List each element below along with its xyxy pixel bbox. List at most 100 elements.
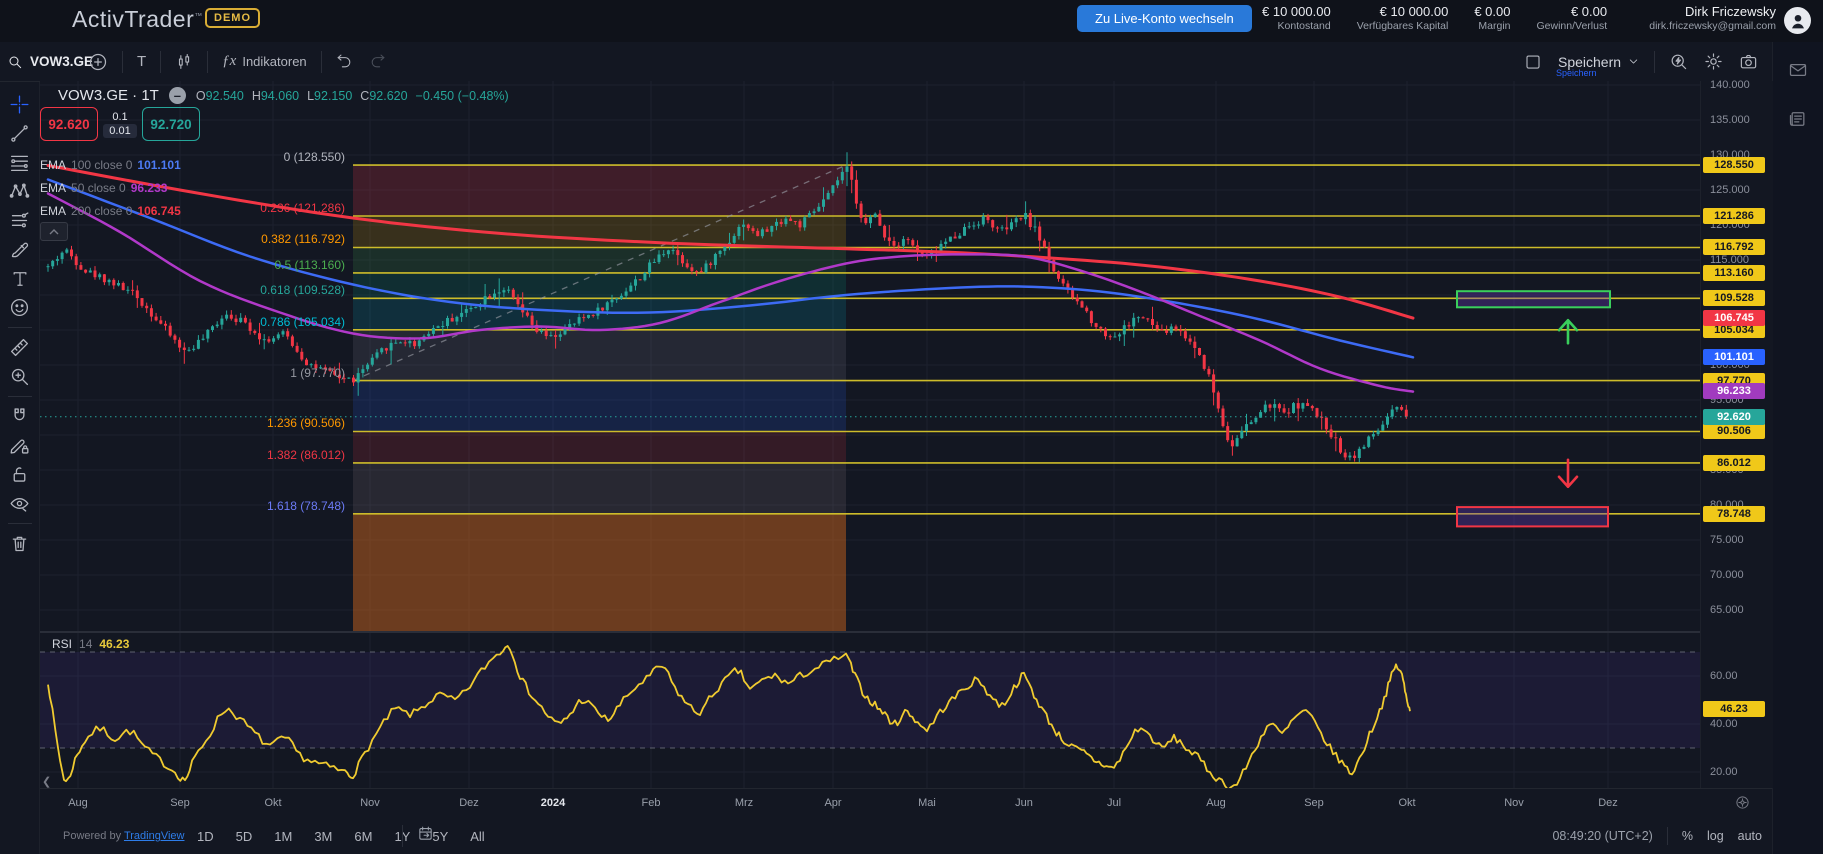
ema-legend-row-50[interactable]: EMA50 close 096.233 (40, 181, 167, 195)
month-label-feb: Feb (642, 797, 661, 809)
month-label-okt: Okt (1398, 797, 1415, 809)
month-label-jul: Jul (1107, 797, 1121, 809)
tool-zoom-in[interactable] (4, 362, 36, 391)
compare-add-button[interactable] (80, 47, 116, 77)
range-3m[interactable]: 3M (305, 825, 341, 848)
month-label-sep: Sep (170, 797, 190, 809)
range-1d[interactable]: 1D (188, 825, 223, 848)
zoom-in-icon (9, 366, 30, 387)
chart-area[interactable]: VOW3.GE · 1T – O92.540H94.060L92.150C92.… (40, 81, 1700, 788)
price-tick: 65.000 (1701, 604, 1776, 616)
calendar-icon (417, 825, 434, 842)
fib-level-label-0.236: 0.236 (121.286) (175, 201, 345, 215)
snapshot-button[interactable] (1731, 47, 1766, 77)
tool-fib-retracement[interactable] (4, 148, 36, 177)
news-icon (1788, 109, 1808, 129)
crosshair-icon (9, 94, 30, 115)
price-tick: 125.000 (1701, 184, 1776, 196)
user-info: Dirk Friczewsky dirk.friczewsky@gmail.co… (1649, 3, 1776, 33)
switch-to-live-button[interactable]: Zu Live-Konto wechseln (1077, 5, 1252, 32)
redo-button[interactable] (361, 47, 394, 77)
ema-legend-row-100[interactable]: EMA100 close 0101.101 (40, 158, 181, 172)
range-all[interactable]: All (461, 825, 493, 848)
tool-crosshair[interactable] (4, 90, 36, 119)
divider (122, 51, 123, 73)
sell-button[interactable]: 92.620 (40, 107, 98, 141)
collapse-symbol-icon[interactable]: – (169, 87, 186, 104)
fib-level-label-0.382: 0.382 (116.792) (175, 232, 345, 246)
ohlc-item: C92.620 (360, 89, 407, 103)
indicators-button[interactable]: ƒx Indikatoren (214, 47, 315, 77)
divider (8, 396, 32, 397)
tool-xabcd-pattern[interactable] (4, 177, 36, 206)
month-label-dez: Dez (1598, 797, 1618, 809)
activtrader-logo: ActivTrader™ (72, 6, 203, 33)
tool-lock-all[interactable] (4, 460, 36, 489)
tool-draw-lock[interactable] (4, 431, 36, 460)
stat-label: Gewinn/Verlust (1537, 20, 1608, 33)
change-value: −0.450 (−0.48%) (416, 89, 509, 103)
tool-remove-all[interactable] (4, 529, 36, 558)
user-name: Dirk Friczewsky (1649, 3, 1776, 20)
tool-magnet[interactable] (4, 402, 36, 431)
panel-news-button[interactable] (1788, 109, 1808, 134)
time-axis[interactable]: AugSepOktNovDez2024FebMrzAprMaiJunJulAug… (40, 788, 1772, 819)
mode-log[interactable]: log (1707, 829, 1724, 843)
panel-mail-button[interactable] (1788, 60, 1808, 85)
spread-bottom: 0.01 (103, 124, 136, 138)
mail-icon (1788, 60, 1808, 80)
chart-canvas[interactable] (40, 81, 1700, 788)
tool-emoji[interactable] (4, 293, 36, 322)
clock-label[interactable]: 08:49:20 (UTC+2) (1552, 829, 1652, 843)
layout-button[interactable] (1516, 47, 1550, 77)
trademark: ™ (194, 11, 203, 20)
chart-style-button[interactable] (167, 47, 201, 77)
ema-legend-row-200[interactable]: EMA200 close 0106.745 (40, 204, 181, 218)
mode-percent[interactable]: % (1682, 829, 1693, 843)
rsi-name[interactable]: RSI (52, 637, 72, 651)
stat-value: € 10 000.00 (1357, 3, 1449, 20)
range-5d[interactable]: 5D (227, 825, 262, 848)
rsi-value: 46.23 (99, 637, 129, 651)
tool-hide-all[interactable] (4, 489, 36, 518)
month-label-aug: Aug (68, 797, 88, 809)
divider (8, 523, 32, 524)
month-label-mrz: Mrz (735, 797, 753, 809)
fib-level-label-1.236: 1.236 (90.506) (175, 416, 345, 430)
tool-brush[interactable] (4, 235, 36, 264)
text-icon (10, 269, 30, 289)
tool-forecast[interactable] (4, 206, 36, 235)
range-6m[interactable]: 6M (345, 825, 381, 848)
price-tick: 140.000 (1701, 79, 1776, 91)
buy-button[interactable]: 92.720 (142, 107, 200, 141)
stat-value: € 10 000.00 (1262, 3, 1331, 20)
settings-button[interactable] (1696, 47, 1731, 77)
tool-ruler[interactable] (4, 333, 36, 362)
rsi-tick: 20.00 (1701, 766, 1776, 778)
quick-search-button[interactable] (1661, 47, 1696, 77)
layout-square-icon (1524, 53, 1542, 71)
month-label-dez: Dez (459, 797, 479, 809)
pane-collapse-chevron[interactable]: ❮ (42, 775, 51, 788)
undo-button[interactable] (328, 47, 361, 77)
mode-auto[interactable]: auto (1738, 829, 1762, 843)
legend-collapse-button[interactable] (40, 222, 68, 241)
fib-price-badge: 113.160 (1703, 265, 1765, 281)
symbol-timeframe-label[interactable]: VOW3.GE · 1T (58, 87, 159, 104)
tradingview-link[interactable]: TradingView (124, 830, 185, 842)
go-to-date-button[interactable] (402, 825, 434, 847)
range-1m[interactable]: 1M (265, 825, 301, 848)
xabcd-pattern-icon (9, 181, 30, 202)
avatar[interactable] (1784, 7, 1811, 34)
tool-trend-line[interactable] (4, 119, 36, 148)
month-label-jun: Jun (1015, 797, 1033, 809)
month-label-apr: Apr (824, 797, 841, 809)
timeframe-button[interactable]: T (129, 47, 154, 77)
tool-text[interactable] (4, 264, 36, 293)
price-axis[interactable]: 140.000135.000130.000125.000120.000115.0… (1700, 81, 1773, 788)
user-email: dirk.friczewsky@gmail.com (1649, 20, 1776, 33)
time-axis-settings[interactable] (1735, 795, 1750, 815)
right-rail (1772, 42, 1823, 854)
gear-icon (1704, 52, 1723, 71)
demo-badge: DEMO (205, 8, 260, 28)
